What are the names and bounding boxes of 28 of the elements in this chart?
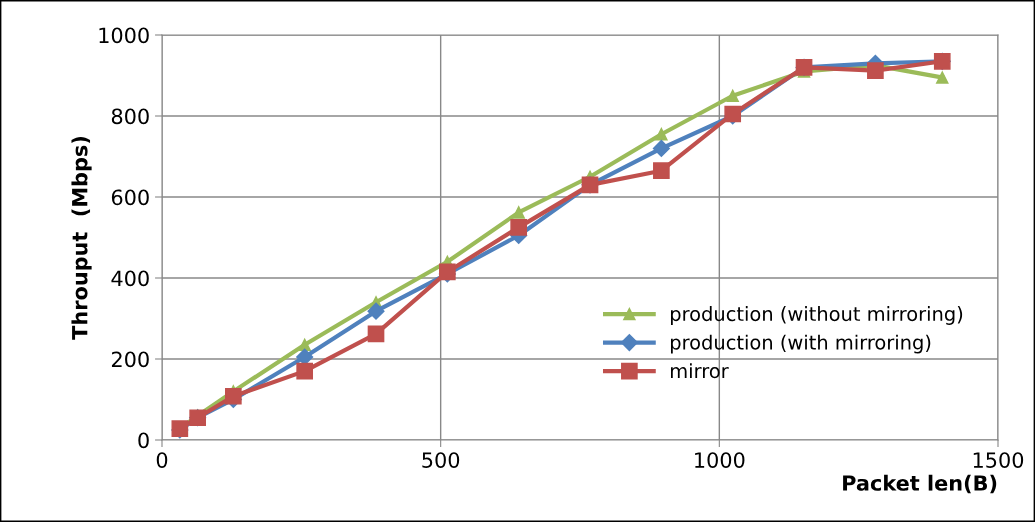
x-axis-title: Packet len(B) bbox=[843, 474, 997, 494]
y-tick-label: 600 bbox=[111, 189, 149, 206]
point bbox=[296, 362, 314, 380]
y-tick-label: 800 bbox=[111, 108, 149, 125]
point bbox=[652, 139, 670, 157]
y-tick-label: 1000 bbox=[99, 27, 149, 44]
point bbox=[367, 302, 385, 320]
legend-label: mirror bbox=[671, 363, 729, 379]
x-tick-label: 500 bbox=[422, 452, 460, 468]
legend-label: production (with mirroring) bbox=[671, 334, 931, 354]
x-tick-label: 1000 bbox=[695, 452, 745, 468]
point bbox=[225, 387, 242, 405]
y-tick-label: 0 bbox=[138, 432, 149, 449]
y-tick-label: 400 bbox=[111, 270, 149, 287]
point bbox=[653, 162, 670, 180]
point bbox=[298, 338, 311, 352]
point bbox=[726, 89, 739, 103]
point bbox=[867, 62, 884, 79]
point bbox=[655, 127, 668, 141]
legend-label: production (without mirroring) bbox=[671, 306, 963, 325]
point bbox=[936, 71, 949, 84]
y-tick-label: 200 bbox=[111, 351, 149, 368]
point bbox=[510, 219, 528, 236]
x-tick-label: 0 bbox=[156, 452, 168, 468]
y-axis-title: Throuput (Mbps) bbox=[71, 136, 92, 340]
point bbox=[512, 206, 525, 219]
point bbox=[367, 325, 385, 343]
x-tick-label: 1500 bbox=[973, 452, 1024, 468]
